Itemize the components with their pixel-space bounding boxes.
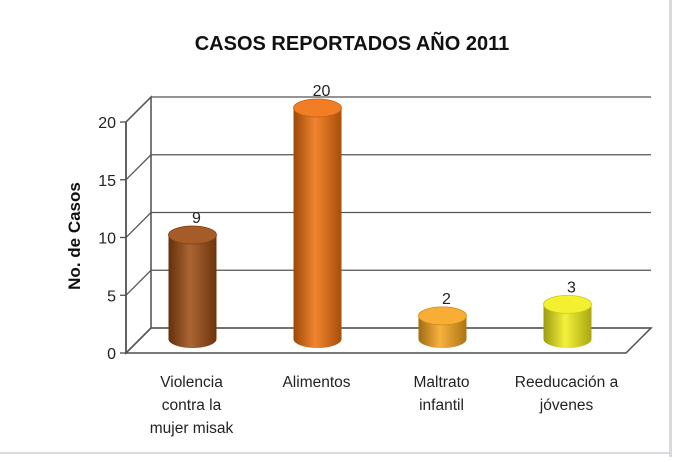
data-label: 3: [567, 279, 576, 296]
bar-top: [418, 306, 467, 326]
y-axis-title: No. de Casos: [65, 182, 84, 290]
frame-edge-bottom: [0, 452, 672, 454]
category-label: Maltrato: [414, 374, 470, 391]
gridline: [125, 154, 651, 181]
bars: 9 20 2 3: [168, 83, 592, 348]
y-tick-label: 15: [98, 173, 116, 190]
bar-top: [543, 294, 592, 314]
y-tick-label: 5: [107, 288, 116, 305]
gridlines: [125, 96, 651, 354]
chart-title: CASOS REPORTADOS AÑO 2011: [195, 32, 510, 55]
bar-top: [168, 225, 217, 245]
gridline: [125, 269, 651, 296]
category-label: Reeducación a: [515, 374, 619, 391]
frame-edge-right: [669, 0, 672, 457]
category-label: jóvenes: [539, 397, 594, 414]
bar-body: [293, 108, 342, 348]
bar-1: 20: [293, 83, 342, 348]
category-label: Violencia: [160, 374, 223, 391]
gridline: [125, 327, 651, 354]
category-label: infantil: [419, 397, 464, 414]
gridline: [125, 211, 651, 238]
bar-0: 9: [168, 210, 217, 348]
bar-body: [543, 304, 592, 348]
y-tick-label: 0: [107, 346, 116, 363]
data-label: 20: [313, 83, 331, 100]
category-label: mujer misak: [150, 420, 234, 437]
bar-3: 3: [543, 279, 592, 348]
y-axis-ticks: 0 5 10 15 20: [98, 115, 127, 363]
x-axis-labels: Violencia contra la mujer misak Alimentos Ma…: [150, 374, 619, 437]
gridline: [125, 96, 651, 123]
category-label: contra la: [162, 397, 222, 414]
data-label: 2: [442, 291, 451, 308]
y-tick-label: 10: [98, 231, 116, 248]
y-tick-label: 20: [98, 115, 116, 132]
bar-top: [293, 98, 342, 118]
bar-2: 2: [418, 291, 467, 348]
bar-body: [168, 235, 217, 348]
category-label: Alimentos: [282, 374, 350, 391]
data-label: 9: [192, 210, 201, 227]
